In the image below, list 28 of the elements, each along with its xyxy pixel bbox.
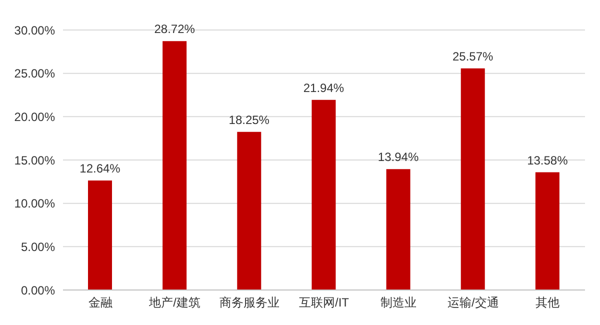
x-tick-label: 互联网/IT (299, 296, 350, 310)
bar (237, 132, 262, 290)
y-tick-label: 25.00% (14, 66, 56, 81)
x-tick-label: 金融 (88, 296, 112, 310)
y-tick-label: 0.00% (20, 283, 56, 298)
bar (535, 172, 560, 290)
bar (88, 180, 112, 290)
y-tick-label: 15.00% (14, 153, 56, 168)
data-label: 12.64% (80, 161, 121, 176)
y-tick-label: 10.00% (14, 196, 56, 211)
y-tick-label: 5.00% (20, 240, 56, 254)
data-label: 21.94% (303, 80, 344, 95)
x-tick-label: 制造业 (380, 296, 417, 310)
y-tick-label: 20.00% (14, 110, 56, 124)
data-label: 13.58% (527, 153, 568, 168)
x-tick-label: 商务服务业 (219, 296, 280, 310)
bar (460, 68, 485, 290)
data-label: 13.94% (378, 150, 419, 164)
data-label: 25.57% (452, 49, 494, 64)
bar (386, 169, 410, 290)
data-label: 18.25% (228, 112, 270, 127)
data-label: 28.72% (154, 22, 196, 36)
bar (162, 41, 187, 290)
y-tick-label: 30.00% (14, 23, 56, 38)
x-tick-label: 运输/交通 (447, 296, 499, 310)
x-tick-label: 其他 (536, 296, 560, 310)
x-tick-label: 地产/建筑 (148, 296, 201, 310)
bar (312, 100, 336, 290)
